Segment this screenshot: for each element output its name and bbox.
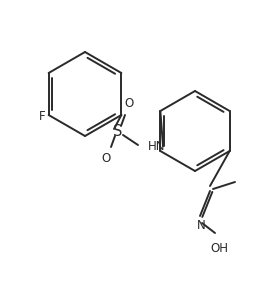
Text: OH: OH [210, 242, 228, 255]
Text: HN: HN [148, 140, 166, 153]
Text: F: F [39, 110, 46, 123]
Text: O: O [124, 97, 134, 110]
Text: O: O [101, 152, 111, 165]
Text: N: N [197, 219, 205, 232]
Text: S: S [113, 123, 123, 138]
